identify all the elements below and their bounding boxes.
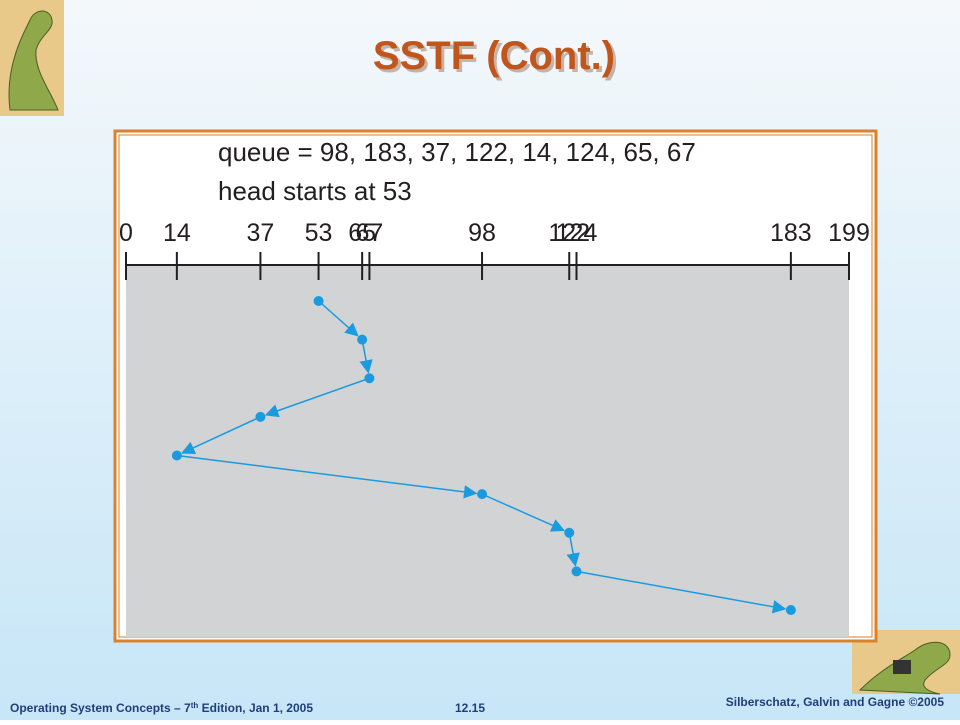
seek-arrow (576, 570, 787, 614)
title: SSTF (Cont.) (373, 34, 615, 78)
tick-label: 122 (548, 219, 590, 247)
tick-label: 14 (163, 219, 191, 247)
head-position (313, 296, 324, 306)
seek-arrow (566, 532, 580, 567)
title-shadow: SSTF (Cont.) (376, 37, 618, 81)
seek-arrow (264, 377, 370, 418)
tick-label: 67 (356, 219, 384, 247)
logo-top-left (0, 0, 64, 116)
footer-left-main: Operating System Concepts – 7 (10, 701, 191, 715)
seek-arrow (481, 493, 565, 532)
queue-text: queue = 98, 183, 37, 122, 14, 124, 65, 6… (218, 137, 696, 167)
head-position (357, 334, 368, 345)
tick-label: 124 (556, 219, 598, 247)
head-position (564, 527, 575, 538)
head-position (785, 605, 796, 615)
seek-arrow (181, 416, 261, 455)
seek-arrow (318, 300, 359, 337)
seek-arrow (176, 454, 478, 499)
tick-label: 98 (468, 219, 496, 247)
head-text: head starts at 53 (218, 176, 412, 206)
seek-arrow (359, 339, 373, 374)
head-position (364, 373, 375, 384)
plot-area (126, 265, 849, 637)
tick-label: 0 (119, 219, 133, 247)
footer-left-rest: Edition, Jan 1, 2005 (198, 701, 313, 715)
tick-label: 183 (770, 219, 812, 247)
tick-label: 65 (348, 219, 376, 247)
footer-left: Operating System Concepts – 7th Edition,… (10, 701, 313, 715)
tick-label: 199 (828, 219, 870, 247)
head-position (477, 489, 488, 500)
head-position (171, 450, 182, 461)
footer-right: Silberschatz, Galvin and Gagne ©2005 (726, 695, 945, 709)
footer-page: 12.15 (455, 701, 485, 715)
tick-label: 53 (305, 219, 333, 247)
footer-left-sup: th (191, 701, 199, 710)
head-position (571, 566, 582, 577)
head-position (255, 411, 266, 422)
tick-label: 37 (247, 219, 275, 247)
